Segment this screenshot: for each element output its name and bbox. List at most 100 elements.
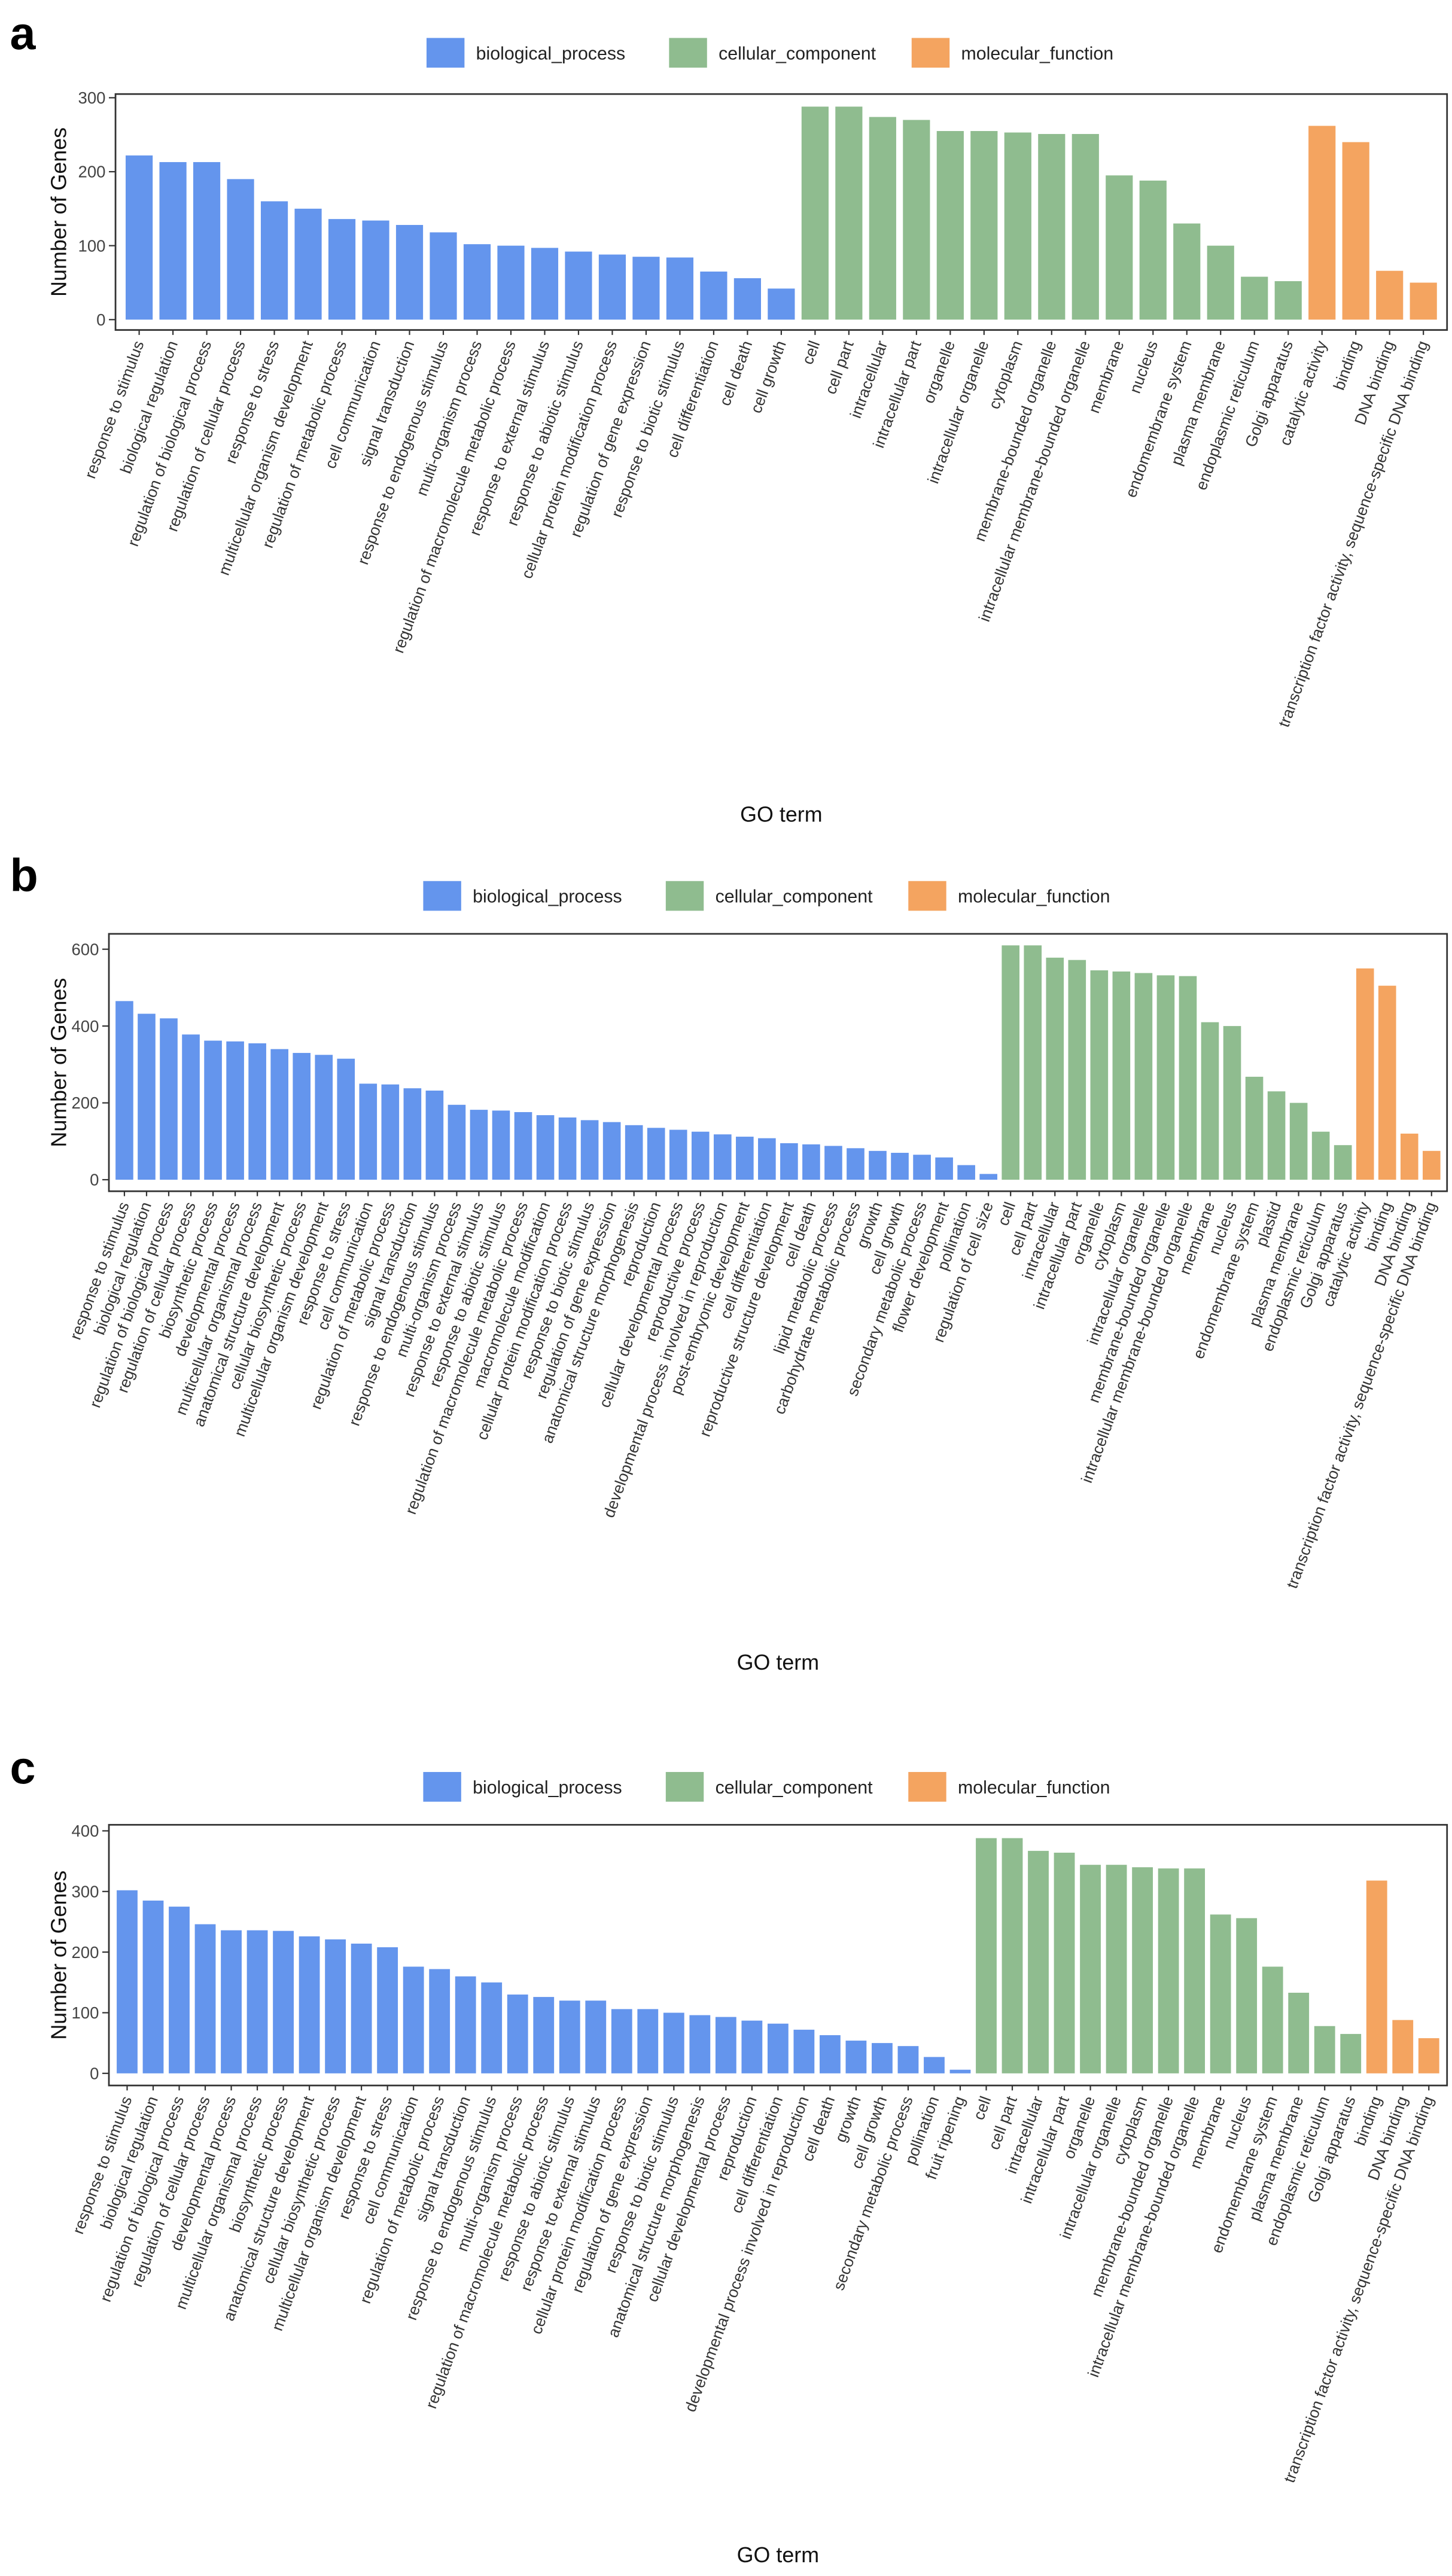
bar xyxy=(1072,133,1099,320)
bar xyxy=(1002,1838,1023,2073)
bar xyxy=(733,278,761,320)
bar xyxy=(1158,1868,1179,2073)
bar xyxy=(126,155,153,320)
legend-label: molecular_function xyxy=(958,887,1110,907)
legend-swatch xyxy=(911,38,950,68)
x-tick-label: organelle xyxy=(920,338,958,406)
plot-frame xyxy=(108,1823,1448,2087)
x-axis-title: GO term xyxy=(737,2543,819,2567)
bar xyxy=(713,1134,732,1180)
legend-label: cellular_component xyxy=(716,887,873,907)
bar xyxy=(793,2029,815,2073)
bar xyxy=(715,2017,736,2073)
bar xyxy=(1342,142,1369,320)
bar xyxy=(1046,957,1064,1180)
bar xyxy=(845,2041,867,2073)
bar xyxy=(270,1049,288,1180)
bar xyxy=(872,2043,893,2073)
y-tick-label: 200 xyxy=(78,163,106,181)
bar xyxy=(1366,1880,1387,2073)
bar xyxy=(221,1930,242,2073)
bar xyxy=(1410,282,1437,320)
bar xyxy=(741,2020,763,2073)
bar xyxy=(897,2046,919,2073)
y-tick-label: 200 xyxy=(71,1943,99,1962)
x-tick-label: cell death xyxy=(716,338,756,408)
legend-swatch xyxy=(426,38,465,68)
bar xyxy=(1267,1091,1286,1180)
bar xyxy=(293,1053,311,1180)
bar xyxy=(780,1143,798,1180)
legend-swatch xyxy=(908,1772,946,1802)
bar xyxy=(226,1041,244,1180)
bar xyxy=(169,1907,190,2073)
bar xyxy=(1311,1131,1330,1180)
bar xyxy=(194,1924,216,2073)
bar xyxy=(294,208,322,320)
legend-label: biological_process xyxy=(473,887,622,907)
panel-label: a xyxy=(10,8,36,60)
bar xyxy=(463,244,491,320)
bar xyxy=(246,1930,268,2073)
bar xyxy=(1308,126,1336,320)
bar xyxy=(1392,2020,1414,2073)
bar xyxy=(976,1838,997,2073)
bar xyxy=(1004,132,1031,320)
bar xyxy=(328,219,356,320)
bar xyxy=(1245,1076,1264,1180)
bar xyxy=(1207,245,1234,320)
bar xyxy=(159,162,187,320)
bar xyxy=(362,220,389,320)
bar xyxy=(924,2057,945,2073)
bar xyxy=(602,1122,621,1180)
bar xyxy=(559,2000,580,2073)
bar xyxy=(1068,960,1086,1180)
panel: a biological_process cellular_component mol… xyxy=(10,8,1448,826)
bar xyxy=(403,1088,422,1180)
bar xyxy=(580,1120,599,1180)
bar xyxy=(533,1997,555,2073)
bar xyxy=(565,251,592,320)
y-tick-label: 400 xyxy=(71,1017,99,1036)
bar xyxy=(470,1110,488,1180)
y-tick-label: 100 xyxy=(71,2003,99,2022)
bar xyxy=(1376,270,1404,320)
bar xyxy=(611,2009,632,2073)
bar xyxy=(248,1043,266,1180)
bar xyxy=(1288,1993,1310,2073)
bar xyxy=(869,117,896,320)
bar xyxy=(1422,1150,1441,1180)
bar xyxy=(315,1055,333,1180)
bar xyxy=(481,1982,503,2073)
x-tick-label: nucleus xyxy=(1126,338,1161,395)
bar xyxy=(1236,1918,1258,2073)
y-tick-label: 300 xyxy=(71,1882,99,1901)
legend-label: cellular_component xyxy=(719,44,876,63)
bar xyxy=(1173,223,1201,320)
bar xyxy=(637,2009,659,2073)
bar xyxy=(1112,971,1131,1180)
bar xyxy=(377,1947,398,2073)
bar xyxy=(768,288,795,320)
bar xyxy=(1400,1133,1418,1180)
y-tick-label: 0 xyxy=(90,2064,99,2082)
bar xyxy=(429,1969,450,2073)
bar xyxy=(182,1034,200,1180)
bar xyxy=(1289,1103,1308,1180)
bar xyxy=(835,106,863,320)
legend-label: molecular_function xyxy=(958,1778,1110,1798)
bar xyxy=(913,1155,931,1180)
x-tick-label: binding xyxy=(1330,338,1364,392)
bar xyxy=(1106,175,1133,320)
bar xyxy=(1378,985,1396,1180)
bar xyxy=(160,1018,178,1180)
bar xyxy=(1262,1966,1283,2073)
bar xyxy=(1210,1914,1231,2073)
bar xyxy=(1134,973,1153,1180)
bar xyxy=(979,1174,997,1180)
bar xyxy=(903,120,930,320)
bar xyxy=(820,2035,841,2073)
bar xyxy=(1340,2033,1362,2073)
x-axis-title: GO term xyxy=(740,802,822,826)
